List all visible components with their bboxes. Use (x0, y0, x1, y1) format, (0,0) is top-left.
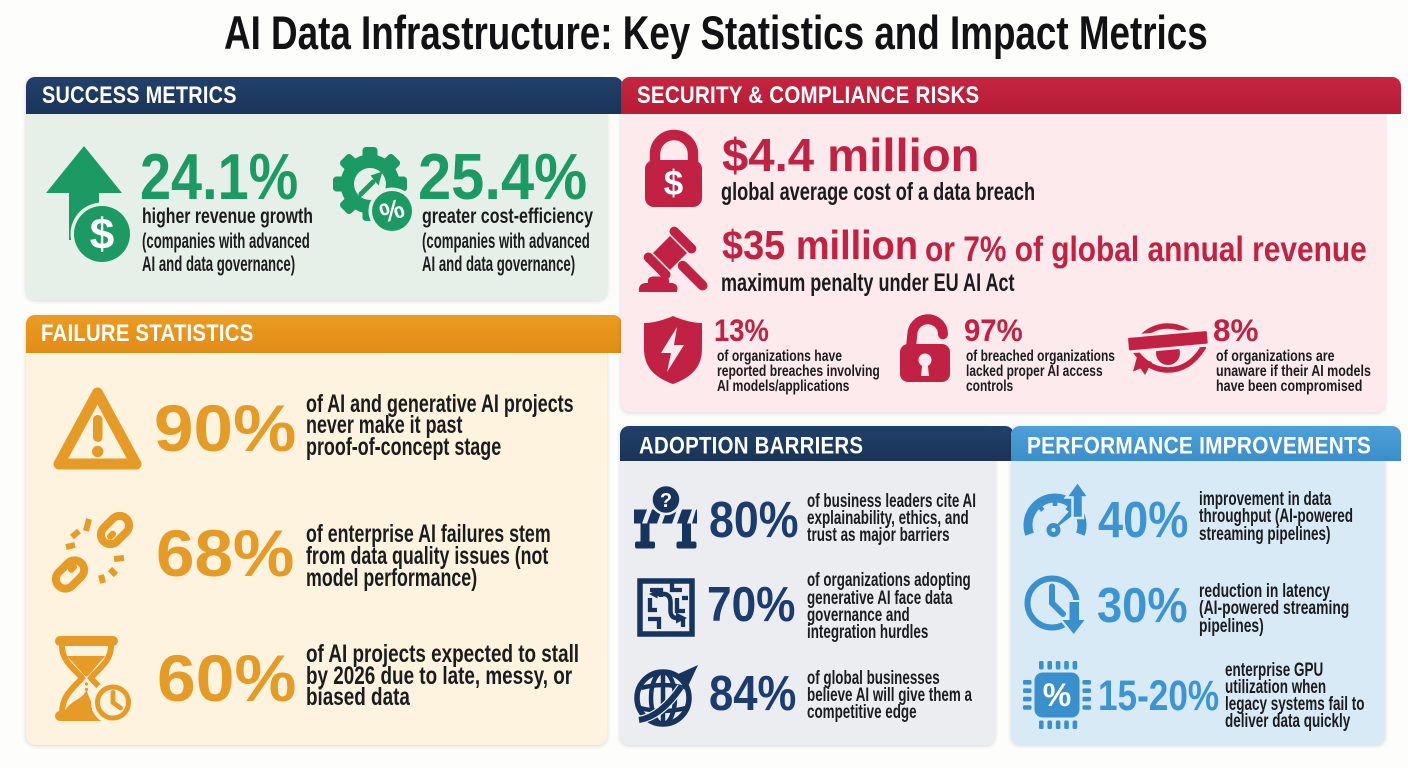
svg-text:%: % (1043, 677, 1071, 713)
svg-text:?: ? (660, 490, 672, 512)
svg-text:$: $ (664, 164, 683, 203)
svg-text:$: $ (90, 210, 114, 259)
